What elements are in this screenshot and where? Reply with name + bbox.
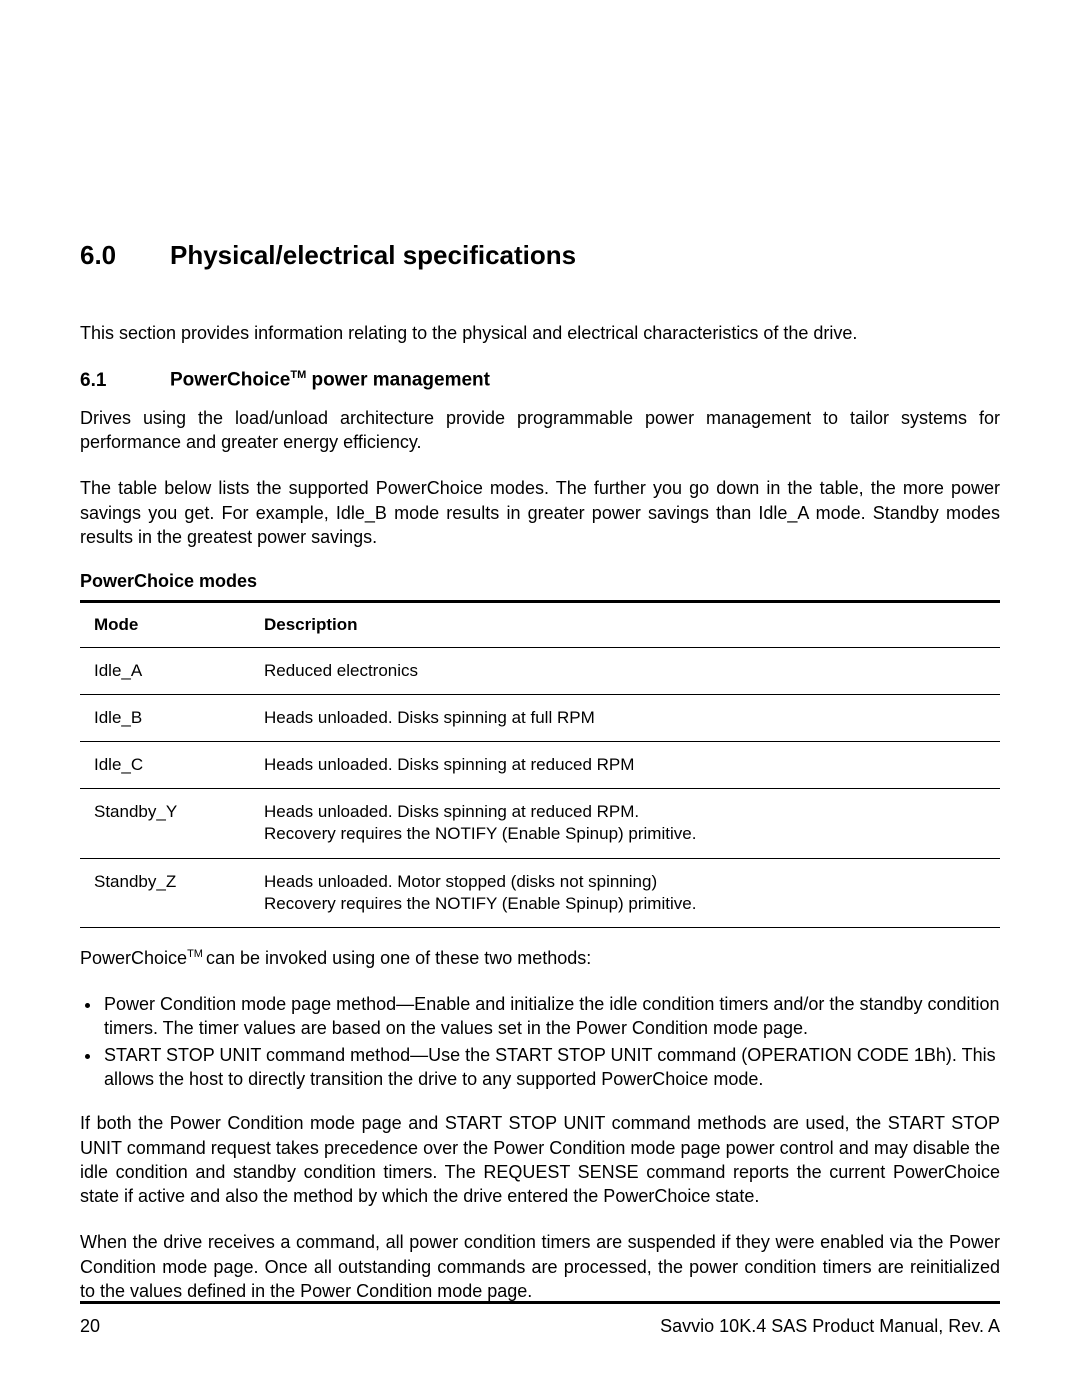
- subsection-heading: 6.1 PowerChoiceTM power management: [80, 369, 1000, 391]
- table-cell-mode: Standby_Y: [80, 789, 250, 858]
- table-row: Standby_Z Heads unloaded. Motor stopped …: [80, 858, 1000, 927]
- trademark-symbol: TM: [290, 369, 306, 381]
- paragraph-4: If both the Power Condition mode page an…: [80, 1111, 1000, 1208]
- paragraph-2: The table below lists the supported Powe…: [80, 476, 1000, 549]
- document-title: Savvio 10K.4 SAS Product Manual, Rev. A: [660, 1316, 1000, 1337]
- section-title: Physical/electrical specifications: [170, 240, 576, 271]
- section-heading: 6.0 Physical/electrical specifications: [80, 240, 1000, 271]
- para3-prefix: PowerChoice: [80, 948, 187, 968]
- paragraph-3: PowerChoiceTM can be invoked using one o…: [80, 946, 1000, 970]
- footer-rule: [80, 1301, 1000, 1304]
- table-cell-mode: Idle_C: [80, 742, 250, 789]
- list-item: START STOP UNIT command method—Use the S…: [102, 1043, 1000, 1092]
- document-page: 6.0 Physical/electrical specifications T…: [0, 0, 1080, 1397]
- table-cell-desc: Heads unloaded. Motor stopped (disks not…: [250, 858, 1000, 927]
- table-row: Standby_Y Heads unloaded. Disks spinning…: [80, 789, 1000, 858]
- table-header-mode: Mode: [80, 602, 250, 648]
- table-cell-desc: Heads unloaded. Disks spinning at full R…: [250, 695, 1000, 742]
- section-number: 6.0: [80, 240, 170, 271]
- table-cell-desc: Heads unloaded. Disks spinning at reduce…: [250, 789, 1000, 858]
- table-cell-mode: Idle_A: [80, 648, 250, 695]
- intro-paragraph: This section provides information relati…: [80, 321, 1000, 345]
- paragraph-5: When the drive receives a command, all p…: [80, 1230, 1000, 1303]
- table-body: Idle_A Reduced electronics Idle_B Heads …: [80, 648, 1000, 928]
- subsection-number: 6.1: [80, 370, 170, 392]
- list-item: Power Condition mode page method—Enable …: [102, 992, 1000, 1041]
- table-cell-mode: Idle_B: [80, 695, 250, 742]
- table-header-row: Mode Description: [80, 602, 1000, 648]
- page-number: 20: [80, 1316, 100, 1337]
- table-header-description: Description: [250, 602, 1000, 648]
- trademark-symbol: TM: [187, 948, 206, 960]
- subsection-title-prefix: PowerChoice: [170, 370, 290, 391]
- footer-row: 20 Savvio 10K.4 SAS Product Manual, Rev.…: [80, 1316, 1000, 1337]
- page-footer: 20 Savvio 10K.4 SAS Product Manual, Rev.…: [80, 1301, 1000, 1337]
- powerchoice-modes-table: Mode Description Idle_A Reduced electron…: [80, 600, 1000, 928]
- table-row: Idle_C Heads unloaded. Disks spinning at…: [80, 742, 1000, 789]
- para3-suffix: can be invoked using one of these two me…: [206, 948, 591, 968]
- table-row: Idle_B Heads unloaded. Disks spinning at…: [80, 695, 1000, 742]
- method-bullet-list: Power Condition mode page method—Enable …: [80, 992, 1000, 1091]
- paragraph-1: Drives using the load/unload architectur…: [80, 406, 1000, 455]
- subsection-title: PowerChoiceTM power management: [170, 369, 490, 391]
- subsection-title-suffix: power management: [306, 370, 490, 391]
- table-cell-desc: Reduced electronics: [250, 648, 1000, 695]
- table-row: Idle_A Reduced electronics: [80, 648, 1000, 695]
- table-caption: PowerChoice modes: [80, 571, 1000, 592]
- table-cell-mode: Standby_Z: [80, 858, 250, 927]
- table-cell-desc: Heads unloaded. Disks spinning at reduce…: [250, 742, 1000, 789]
